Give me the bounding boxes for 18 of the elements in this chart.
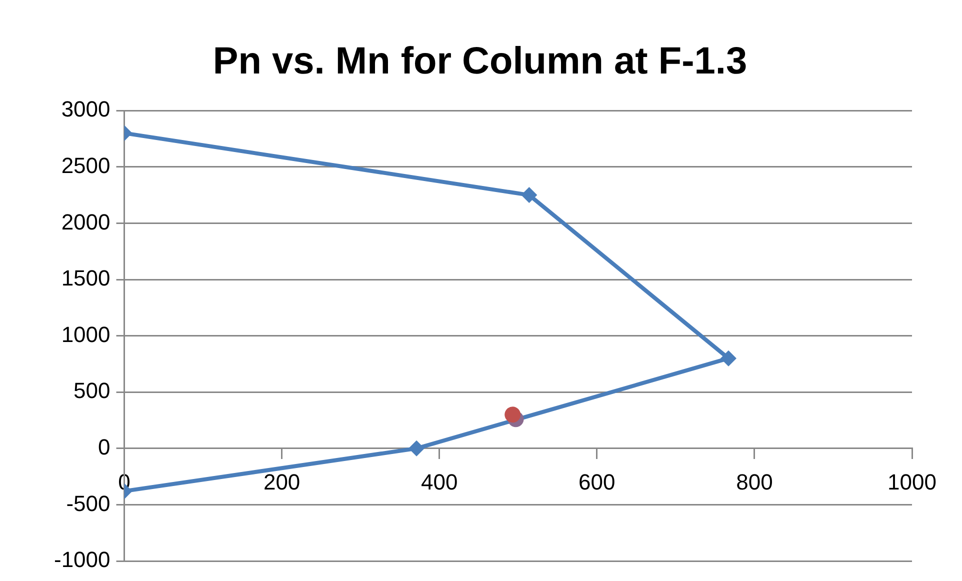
x-tick-label: 200 [263, 470, 300, 495]
point [408, 440, 425, 456]
y-tick-label: 3000 [61, 96, 110, 122]
y-tick-label: 500 [74, 378, 110, 404]
y-tick-label: 0 [98, 434, 110, 460]
y-tick-label: 2500 [61, 152, 110, 178]
x-tick-label: 600 [578, 470, 616, 495]
point [504, 406, 521, 423]
x-tick-label: 800 [736, 470, 773, 495]
x-tick-label: 1000 [888, 470, 936, 495]
y-tick-label: -1000 [54, 547, 110, 572]
point [521, 187, 538, 204]
y-tick-label: 2000 [61, 209, 110, 234]
x-tick-label: 400 [421, 470, 458, 495]
y-tick-label: 1000 [61, 322, 110, 347]
y-tick-label: -500 [66, 490, 110, 516]
y-tick-label: 1500 [61, 266, 110, 291]
chart-title: Pn vs. Mn for Column at F-1.3 [212, 40, 748, 82]
